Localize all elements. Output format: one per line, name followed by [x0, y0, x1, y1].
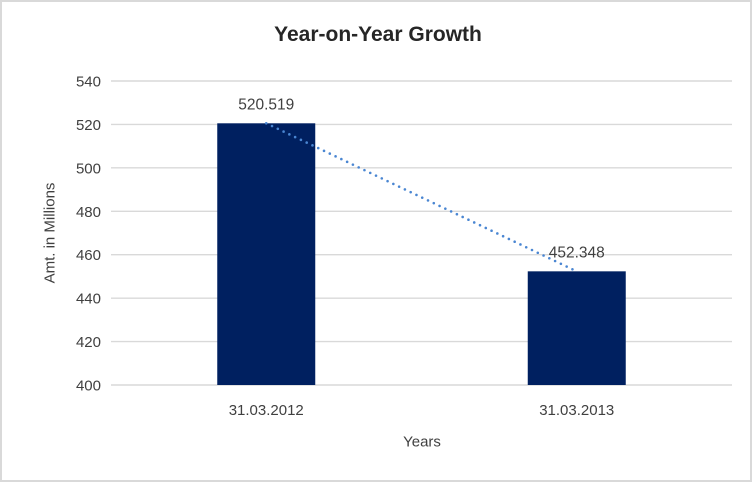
x-axis-title: Years — [403, 433, 441, 451]
trendline — [264, 122, 579, 273]
y-tick-label: 480 — [76, 204, 101, 221]
y-tick-label: 500 — [76, 160, 101, 177]
y-tick-label: 400 — [76, 378, 101, 395]
x-tick-label: 31.03.2012 — [229, 402, 304, 419]
y-tick-label: 440 — [76, 291, 101, 308]
bar-data-label: 452.348 — [549, 244, 605, 261]
bar-31.03.2012 — [217, 123, 316, 385]
y-axis-title: Amt. in Millions — [41, 182, 59, 284]
chart-title: Year-on-Year Growth — [274, 23, 482, 46]
bar-data-label: 520.519 — [238, 96, 294, 113]
y-tick-label: 460 — [76, 247, 101, 264]
x-tick-label: 31.03.2013 — [539, 402, 614, 419]
y-tick-label: 540 — [76, 74, 101, 91]
y-tick-label: 420 — [76, 334, 101, 351]
y-tick-label: 520 — [76, 117, 101, 134]
bar-31.03.2013 — [527, 271, 626, 385]
